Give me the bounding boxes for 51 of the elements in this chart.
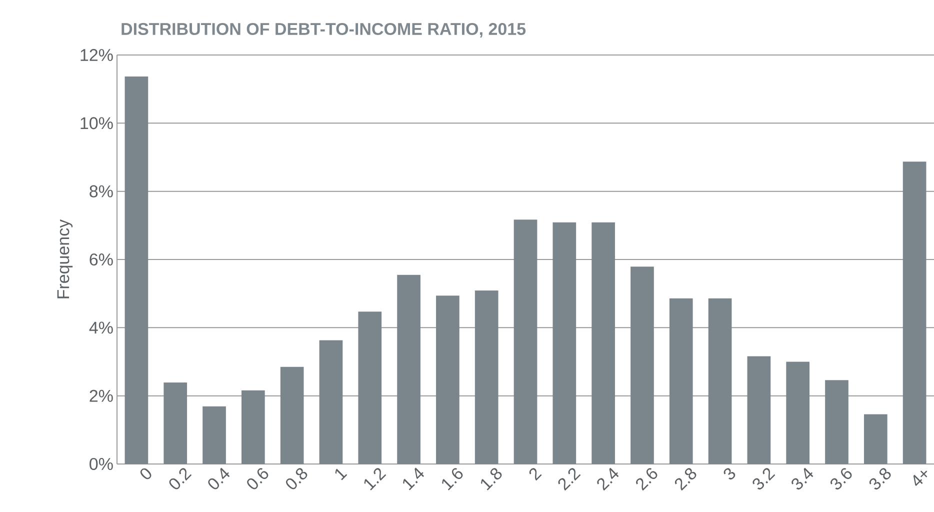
bar (592, 222, 615, 464)
x-tick-label: 0.6 (247, 468, 268, 490)
x-tick-label: 4+ (913, 470, 928, 486)
x-tick-label: 3 (724, 468, 736, 480)
y-tick-label: 6% (90, 253, 113, 266)
chart-title: DISTRIBUTION OF DEBT-TO-INCOME RATIO, 2015 (122, 22, 526, 38)
bar (747, 356, 771, 464)
x-tick-label: 0 (140, 468, 152, 480)
x-tick-label: 0.4 (208, 468, 230, 490)
bar (319, 340, 343, 464)
x-tick-label: 2.6 (636, 468, 658, 491)
bar (397, 274, 420, 464)
bar (474, 290, 498, 464)
bar (436, 296, 460, 464)
bar (708, 298, 732, 464)
bar (280, 366, 304, 464)
y-tick-label: 10% (80, 117, 113, 130)
x-tick-label: 1.6 (442, 468, 463, 490)
bar (786, 362, 810, 464)
bar (124, 76, 148, 464)
x-tick-label: 1.8 (480, 468, 502, 490)
bar (825, 380, 848, 464)
bar (202, 406, 226, 464)
x-tick-label: 1.2 (364, 468, 386, 490)
x-tick-label: 2.8 (674, 468, 696, 491)
bar (902, 162, 926, 464)
x-tick-label: 3.6 (830, 468, 852, 490)
x-tick-label: 2.4 (597, 468, 619, 491)
bar (242, 390, 265, 464)
x-tick-label: 3.2 (752, 468, 776, 490)
x-tick-label: 2.2 (558, 468, 581, 491)
bar (669, 298, 693, 464)
bar (864, 414, 888, 464)
y-tick-label: 2% (90, 390, 113, 402)
bar (630, 266, 654, 464)
x-tick-label: 2 (529, 468, 542, 481)
x-tick-label: 3.4 (792, 468, 814, 490)
x-tick-label: 1.4 (403, 468, 424, 490)
bar (514, 220, 538, 464)
y-tick-label: 8% (90, 185, 113, 198)
bar (164, 382, 188, 464)
x-tick-label: 0.8 (286, 468, 308, 490)
bar (552, 222, 576, 464)
x-tick-label: 1 (335, 468, 348, 480)
y-axis-title: Frequency (57, 219, 73, 298)
x-tick-label: 0.2 (169, 468, 192, 490)
y-tick-label: 12% (80, 49, 113, 61)
x-tick-label: 3.8 (869, 468, 891, 490)
bar (358, 312, 382, 464)
y-tick-label: 0% (90, 458, 113, 470)
y-tick-label: 4% (89, 322, 113, 334)
